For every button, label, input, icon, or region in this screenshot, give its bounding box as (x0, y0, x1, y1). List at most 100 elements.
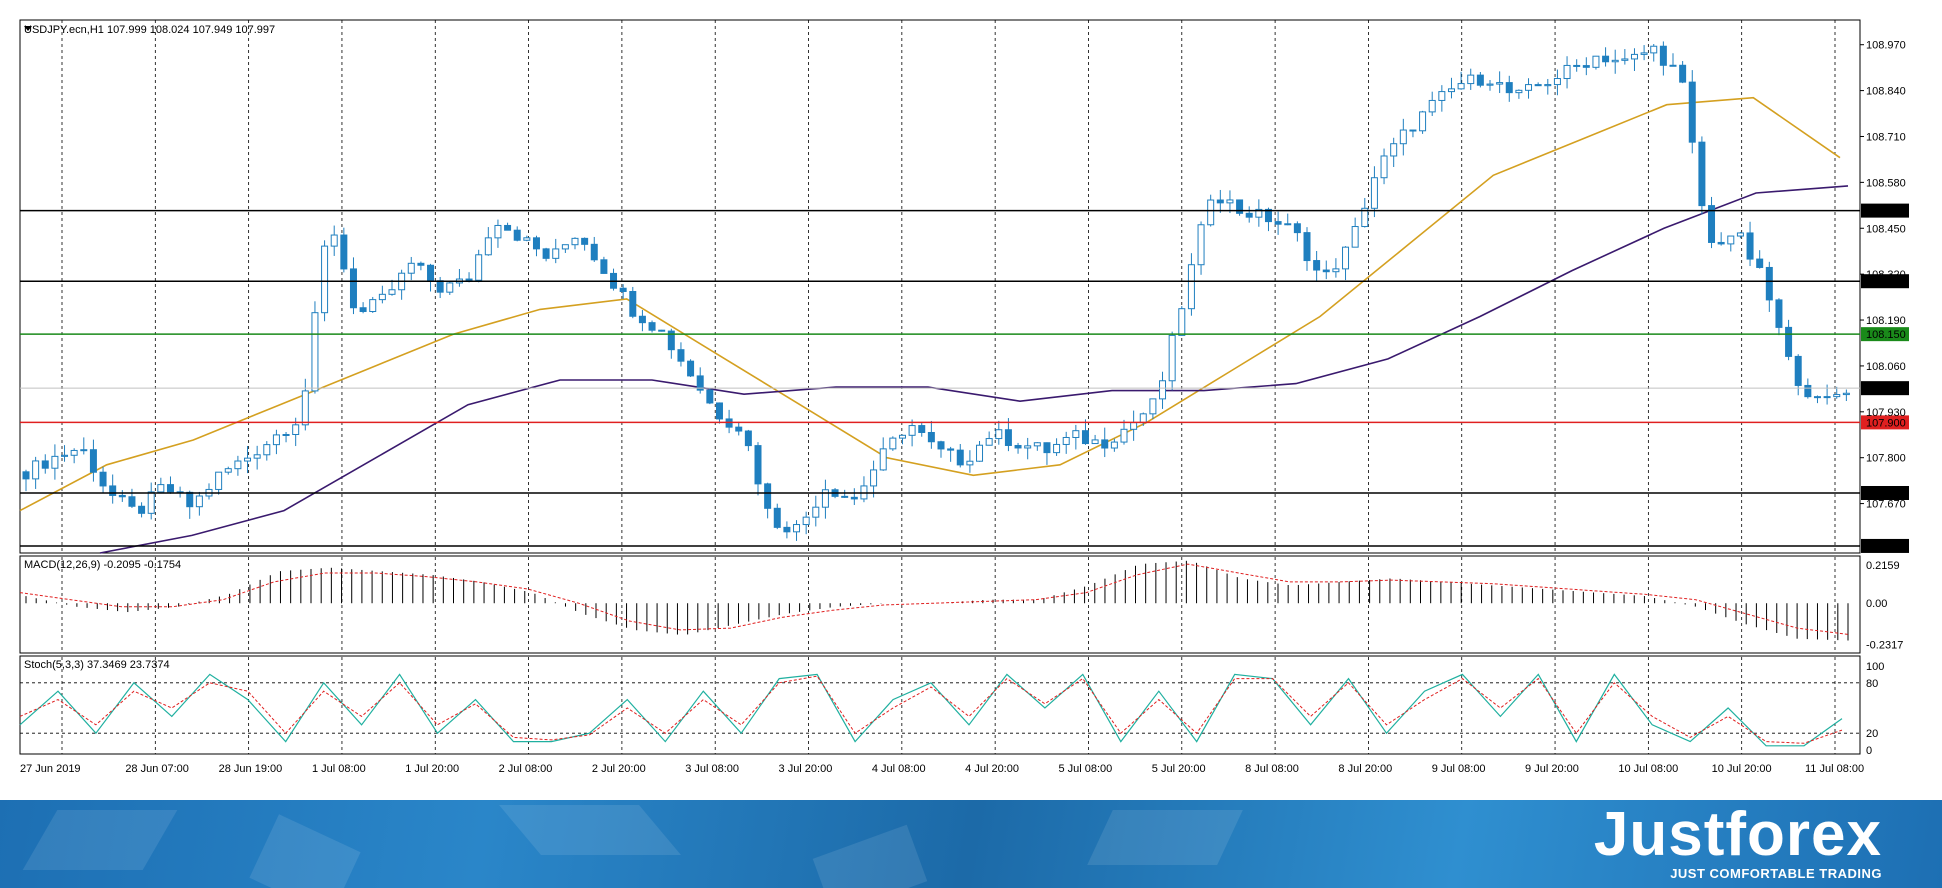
candle-body (51, 455, 59, 469)
candle-body (542, 248, 550, 259)
candle-body (1091, 439, 1099, 445)
banner-decoration (1087, 810, 1243, 865)
candle-body (359, 307, 367, 313)
candle-body (138, 505, 146, 514)
candle-body (1659, 45, 1667, 66)
ma-fast-line (19, 96, 1841, 512)
dropdown-icon[interactable] (24, 26, 32, 31)
candle-body (1467, 74, 1475, 85)
candle-body (41, 460, 49, 469)
candle-body (1794, 355, 1802, 386)
banner-decoration (499, 805, 681, 855)
candle-body (1457, 83, 1465, 90)
time-tick-label: 1 Jul 20:00 (405, 763, 459, 775)
candle-body (947, 448, 955, 451)
candle-body (841, 495, 849, 498)
candle-body (927, 431, 935, 443)
candle-body (118, 494, 126, 498)
candle-body (1833, 394, 1841, 398)
brand-name: Justforex (1593, 800, 1882, 869)
moving-averages (19, 96, 1849, 554)
candle-body (311, 312, 319, 392)
price-tick-label: 107.800 (1866, 453, 1906, 465)
candle-body (99, 471, 107, 487)
time-tick-label: 3 Jul 20:00 (779, 763, 833, 775)
candle-body (417, 262, 425, 266)
candle-body (234, 460, 242, 470)
candle-body (1207, 199, 1215, 226)
time-axis: 27 Jun 2019 28 Jun 07:00 28 Jun 19:00 1 Jul… (20, 763, 1864, 775)
candle-body (1717, 241, 1725, 245)
candle-body (812, 506, 820, 518)
time-tick-label: 11 Jul 08:00 (1805, 763, 1864, 775)
candle-body (985, 438, 993, 446)
candle-body (677, 349, 685, 362)
candle-body (1284, 223, 1292, 226)
banner-decoration (812, 824, 928, 888)
candle-body (1621, 58, 1629, 61)
candle-body (1216, 199, 1224, 204)
candle-body (764, 483, 772, 509)
candle-body (253, 454, 261, 459)
candle-body (70, 449, 78, 456)
candle-body (1496, 82, 1504, 85)
candle-body (783, 526, 791, 533)
level-label: 107.700 (1866, 488, 1906, 500)
candle-body (1534, 84, 1542, 87)
candle-body (1438, 91, 1446, 101)
brand-banner: Justforex JUST COMFORTABLE TRADING (0, 800, 1942, 888)
price-axis: 108.970 108.840 108.710 108.580 108.450 108.3… (1860, 40, 1906, 511)
macd-pane[interactable]: 0.2159 0.00 -0.2317 MACD(12,26,9) -0.2095 … (19, 555, 1903, 654)
candle-body (687, 360, 695, 377)
candle-body (523, 237, 531, 241)
candle-body (1525, 84, 1533, 91)
stochastic-grid (20, 657, 1860, 754)
candle-body (1486, 83, 1494, 86)
candle-body (1024, 445, 1032, 449)
candle-body (667, 330, 675, 351)
candle-body (1226, 199, 1234, 204)
brand-logo[interactable]: Justforex JUST COMFORTABLE TRADING (1594, 800, 1882, 881)
stochastic-axis: 100 80 20 0 (1866, 661, 1884, 757)
candle-body (465, 278, 473, 281)
chart-canvas[interactable]: 108.500 108.300 108.150 107.997 107.900 107.7… (0, 0, 1942, 800)
time-tick-label: 28 Jun 07:00 (125, 763, 189, 775)
stochastic-pane[interactable]: 100 80 20 0 Stoch(5,3,3) 37.3469 23.7374 (19, 655, 1884, 757)
macd-axis: 0.2159 0.00 -0.2317 (1866, 560, 1903, 652)
candle-body (1332, 268, 1340, 273)
candle-body (1419, 111, 1427, 132)
candle-body (330, 234, 338, 247)
candle-body (1245, 212, 1253, 218)
stoch-main-line (19, 673, 1843, 747)
candle-body (1313, 260, 1321, 271)
candle-body (1101, 439, 1109, 449)
candle-body (995, 429, 1003, 440)
candle-body (301, 390, 309, 426)
candle-body (850, 496, 858, 500)
candle-body (1563, 64, 1571, 80)
time-tick-label: 8 Jul 20:00 (1338, 763, 1392, 775)
level-label: 108.150 (1866, 329, 1906, 341)
time-tick-label: 2 Jul 08:00 (499, 763, 553, 775)
candle-body (1187, 264, 1195, 310)
candle-body (1236, 199, 1244, 214)
candle-body (1602, 55, 1610, 63)
candle-body (552, 248, 560, 259)
candle-body (292, 424, 300, 435)
level-tag (1861, 327, 1909, 342)
candle-body (715, 402, 723, 420)
price-pane[interactable]: 108.500 108.300 108.150 107.997 107.900 107.7… (19, 19, 1909, 554)
macd-signal-line (19, 563, 1849, 635)
candle-body (1727, 235, 1735, 245)
macd-grid (61, 557, 1836, 653)
candle-body (1611, 59, 1619, 63)
candle-body (1197, 224, 1205, 266)
horizontal-levels[interactable]: 108.500 108.300 108.150 107.997 107.900 107.7… (20, 203, 1909, 553)
candle-body (272, 434, 280, 446)
macd-histogram (25, 560, 1849, 641)
candle-body (581, 237, 589, 245)
candle-body (378, 293, 386, 301)
candle-body (1255, 208, 1263, 218)
candle-body (870, 469, 878, 487)
candle-body (263, 444, 271, 456)
